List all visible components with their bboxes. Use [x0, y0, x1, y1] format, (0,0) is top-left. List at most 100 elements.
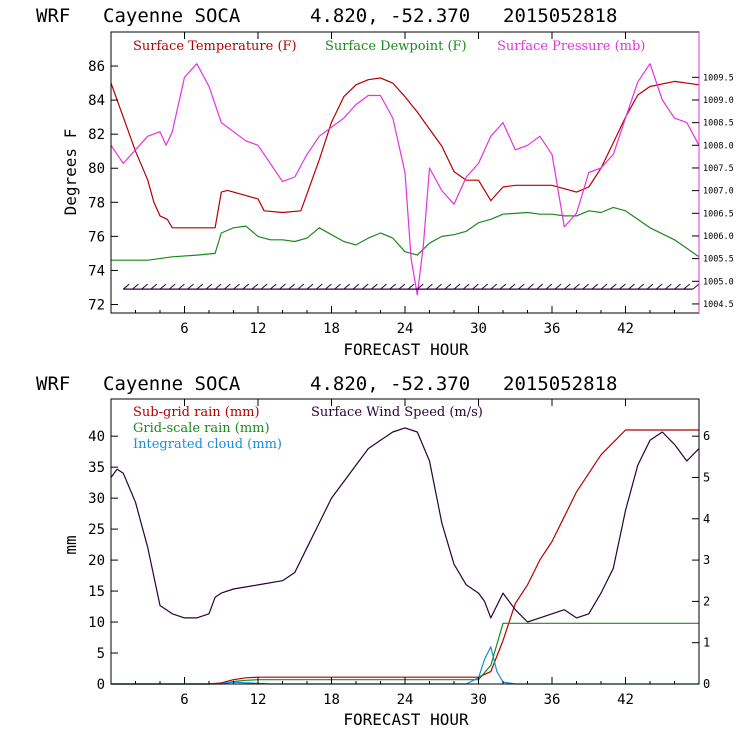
y2-tick-label: 1008.0	[703, 141, 734, 151]
y2-tick-label: 0	[703, 677, 710, 691]
wind-barb	[674, 283, 681, 290]
wind-barb	[683, 283, 691, 290]
wind-barb	[472, 283, 479, 290]
top-header-model: WRF	[36, 5, 70, 27]
bottom-panel-y2-ticks: 0 1 2 3 4 5 6	[692, 429, 710, 691]
y2-tick-label: 1008.5	[703, 119, 734, 129]
wind-barb	[306, 283, 314, 290]
wind-barb	[187, 283, 194, 290]
wind-barb	[269, 283, 277, 290]
x-tick-label: 12	[250, 321, 267, 337]
wind-barbs	[122, 283, 700, 290]
bottom-header-model: WRF	[36, 373, 70, 395]
wind-barb	[389, 283, 397, 290]
wind-barb	[664, 283, 672, 290]
x-tick-label: 30	[470, 692, 487, 708]
x-tick-label: 42	[617, 321, 634, 337]
legend-surface-temperature: Surface Temperature (F)	[133, 39, 297, 54]
wind-barb	[205, 283, 213, 290]
wind-barb	[462, 283, 470, 290]
bottom-header-init: 2015052818	[503, 373, 617, 395]
bottom-header-station: Cayenne SOCA	[103, 373, 241, 395]
y2-tick-label: 1005.0	[703, 277, 734, 287]
top-panel-y2-ticks: 1004.5 1005.0 1005.5 1006.0 1006.5 1007.0 1007…	[692, 73, 734, 310]
wind-barb	[334, 283, 341, 290]
y2-tick-label: 1006.0	[703, 232, 734, 242]
wind-barb	[591, 283, 599, 290]
y2-tick-label: 1007.0	[703, 187, 734, 197]
wind-barb	[453, 283, 461, 290]
wind-barb	[242, 283, 250, 290]
y-tick-label: 30	[88, 491, 105, 507]
y-tick-label: 78	[88, 195, 105, 211]
bottom-panel-x-label: FORECAST HOUR	[343, 710, 469, 729]
y-tick-label: 35	[88, 460, 105, 476]
top-header-coords: 4.820, -52.370	[310, 5, 470, 27]
legend-surface-pressure: Surface Pressure (mb)	[497, 39, 645, 54]
y2-tick-label: 2	[703, 594, 710, 608]
wind-barb	[563, 283, 571, 290]
y2-tick-label: 1006.5	[703, 209, 734, 219]
top-panel-y-label: Degrees F	[61, 129, 80, 216]
wind-barb	[325, 283, 332, 290]
y2-tick-label: 4	[703, 512, 710, 526]
wind-barb	[554, 283, 562, 290]
wind-barb	[435, 283, 442, 290]
y2-tick-label: 1004.5	[703, 300, 734, 310]
bottom-header-coords: 4.820, -52.370	[310, 373, 470, 395]
x-tick-label: 36	[544, 692, 561, 708]
x-tick-label: 30	[470, 321, 487, 337]
wind-barb	[233, 283, 240, 290]
wind-barb	[609, 283, 617, 290]
wind-barb	[582, 283, 589, 290]
y2-tick-label: 1	[703, 636, 710, 650]
wind-barb	[288, 283, 295, 290]
wind-barb	[380, 283, 387, 290]
wind-barb	[178, 283, 185, 290]
wind-barb	[536, 283, 544, 290]
top-header-station: Cayenne SOCA	[103, 5, 241, 27]
wind-barb	[214, 283, 222, 290]
series-line-grid-scale-rain-mm	[111, 622, 699, 685]
y-tick-label: 40	[88, 429, 105, 445]
wind-barb	[527, 283, 534, 290]
bottom-panel-x-ticks: 6 12 18 24 30 36 42	[135, 399, 675, 708]
x-tick-label: 42	[617, 692, 634, 708]
bottom-panel-y-label: mm	[61, 535, 80, 554]
wind-barb	[508, 283, 516, 290]
bottom-panel-legend: Sub-grid rain (mm) Grid-scale rain (mm) …	[133, 405, 483, 452]
y2-tick-label: 1009.0	[703, 96, 734, 106]
wind-barb	[444, 283, 452, 290]
series-line-surface-pressure-mb	[110, 63, 700, 296]
wind-barb	[655, 283, 663, 290]
wind-barb	[619, 283, 626, 290]
x-tick-label: 24	[397, 321, 414, 337]
wind-barb	[490, 283, 498, 290]
wind-barb	[407, 283, 415, 290]
wind-barb	[361, 283, 369, 290]
y-tick-label: 5	[97, 646, 105, 662]
y-tick-label: 72	[88, 297, 105, 313]
wind-barb	[481, 283, 488, 290]
y-tick-label: 82	[88, 127, 105, 143]
wind-barb	[416, 283, 424, 290]
wind-barb	[122, 283, 130, 290]
wind-barb	[646, 283, 654, 290]
y-tick-label: 15	[88, 584, 105, 600]
y-tick-label: 74	[88, 263, 105, 279]
top-panel-x-ticks: 6 12 18 24 30 36 42	[135, 32, 675, 337]
series-line-surface-wind-speed-m-s	[110, 427, 700, 623]
series-line-sub-grid-rain-mm	[111, 429, 699, 685]
y2-tick-label: 5	[703, 470, 710, 484]
legend-gridscale-rain: Grid-scale rain (mm)	[133, 421, 270, 436]
wind-barb	[132, 283, 139, 290]
legend-subgrid-rain: Sub-grid rain (mm)	[133, 405, 260, 420]
y-tick-label: 84	[88, 93, 105, 109]
top-header-init: 2015052818	[503, 5, 617, 27]
wind-barb	[600, 283, 608, 290]
wind-barb	[370, 283, 378, 290]
x-tick-label: 6	[180, 321, 188, 337]
wind-barb	[343, 283, 351, 290]
wind-barb	[637, 283, 645, 290]
